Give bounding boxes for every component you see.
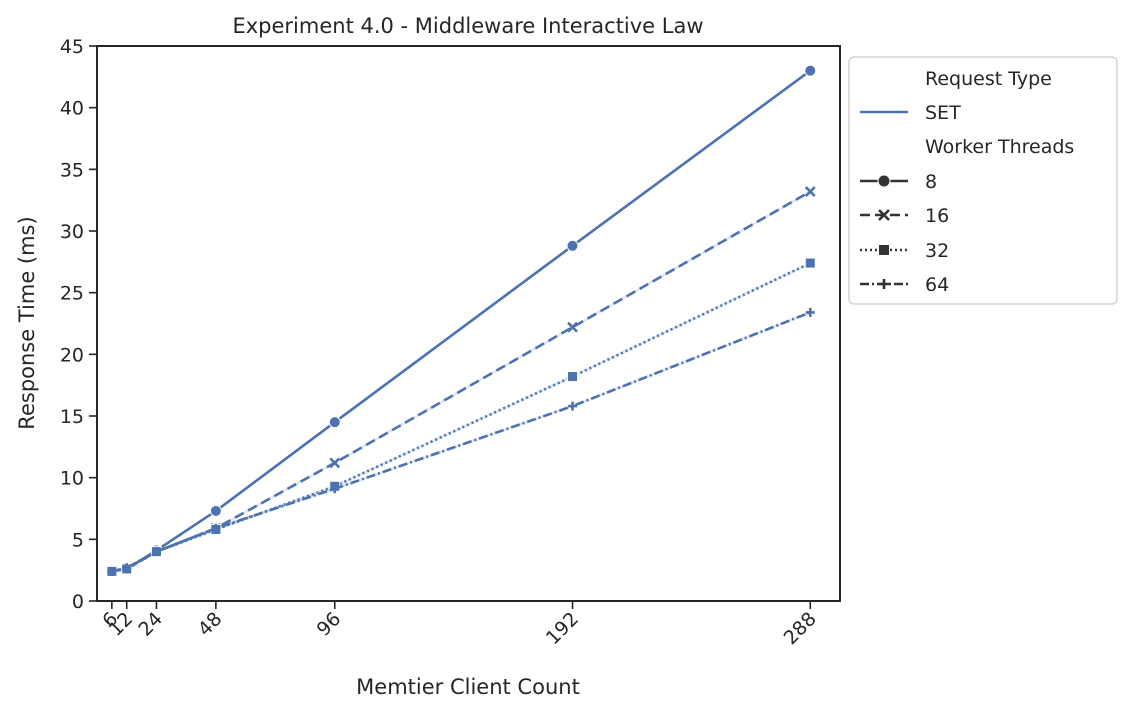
legend-entry-32: 32: [925, 240, 949, 262]
legend-hue-title: Request Type: [925, 68, 1052, 90]
data-point: [330, 484, 340, 494]
data-point: [329, 457, 341, 469]
data-point: [805, 307, 815, 317]
x-tick-label: 288: [780, 608, 821, 649]
series-8: [105, 64, 817, 578]
y-axis-label: Response Time (ms): [15, 216, 39, 429]
x-tick-label: 48: [194, 608, 227, 641]
data-point: [328, 416, 341, 429]
y-tick-label: 30: [60, 221, 84, 243]
data-point: [804, 186, 816, 197]
plot-frame: [96, 45, 841, 602]
x-tick-label: 96: [313, 608, 346, 641]
series-16: [106, 186, 816, 577]
y-tick-label: 0: [72, 591, 84, 613]
data-point: [804, 257, 816, 269]
legend-entry-16: 16: [925, 205, 949, 227]
data-point: [122, 563, 132, 573]
series-line: [111, 69, 812, 573]
data-point: [211, 523, 221, 533]
y-tick-label: 10: [60, 468, 84, 490]
y-tick-label: 15: [60, 406, 84, 428]
y-tick-label: 20: [60, 344, 84, 366]
legend-style-title: Worker Threads: [925, 136, 1074, 158]
series-64: [107, 307, 815, 576]
chart-title: Experiment 4.0 - Middleware Interactive …: [232, 14, 703, 38]
legend-marker-16: [878, 209, 890, 221]
y-tick-label: 40: [60, 98, 84, 120]
legend-entry-64: 64: [925, 274, 949, 296]
data-point: [209, 504, 222, 517]
legend-marker-32: [878, 244, 890, 256]
y-tick-label: 35: [60, 159, 84, 181]
data-point: [566, 239, 579, 252]
y-tick-label: 45: [60, 36, 84, 58]
data-point: [567, 371, 579, 383]
y-tick-label: 25: [60, 283, 84, 305]
legend-marker-64: [879, 279, 889, 289]
y-tick-label: 5: [72, 529, 84, 551]
legend-entry-set: SET: [925, 102, 961, 124]
legend-box: [848, 56, 1118, 305]
legend-entry-8: 8: [925, 171, 937, 193]
data-point: [804, 64, 817, 77]
data-point: [151, 547, 161, 557]
data-point: [567, 321, 578, 333]
x-tick-label: 24: [134, 608, 167, 641]
series-band: [111, 69, 811, 573]
legend-marker-8: [877, 174, 891, 188]
data-point: [568, 401, 578, 411]
data-point: [107, 566, 117, 576]
x-tick-label: 192: [542, 608, 583, 649]
x-axis-label: Memtier Client Count: [356, 675, 580, 699]
legend: Request Type SET Worker Threads 8 16 32 64: [848, 56, 1118, 305]
